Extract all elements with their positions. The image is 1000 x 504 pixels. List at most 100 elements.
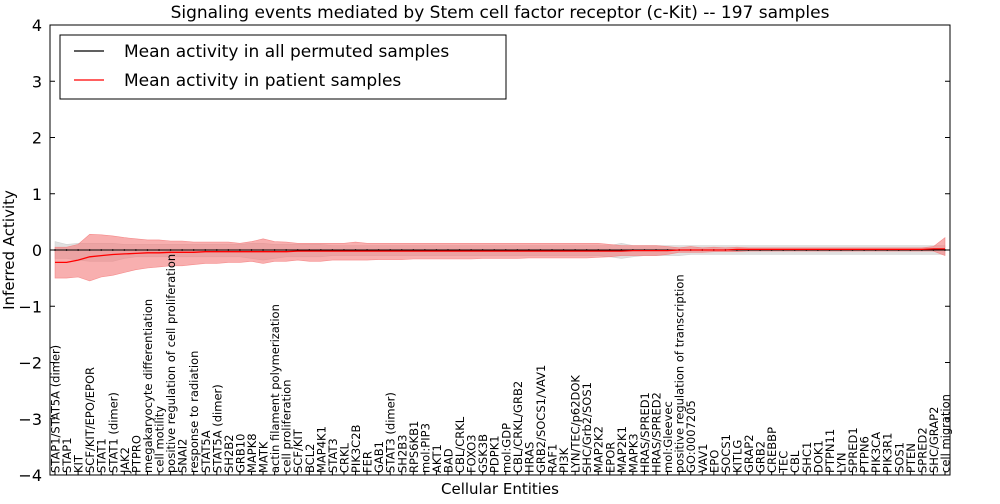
patient-band — [54, 233, 946, 282]
x-tick-label: cell migration — [939, 394, 953, 473]
x-tick-label: MAPK3 — [626, 433, 640, 473]
x-tick-label: mol:GDP — [499, 423, 513, 473]
x-tick-label: PDPK1 — [488, 435, 502, 473]
x-tick-label: STAP1/STAT5A (dimer) — [49, 345, 63, 473]
permuted-point — [215, 249, 218, 251]
x-tick-label: HRAS/SPRED2 — [650, 392, 664, 473]
x-tick-label: KITLG — [730, 440, 744, 473]
y-tick-label: −4 — [18, 466, 42, 485]
y-tick-label: 0 — [32, 241, 42, 260]
x-tick-label: PI3K — [557, 447, 571, 473]
x-tick-label: cell proliferation — [280, 379, 294, 473]
x-tick-label: STAT1 (dimer) — [106, 392, 120, 473]
legend-label-permuted: Mean activity in all permuted samples — [124, 42, 449, 62]
x-tick-label: positive regulation of cell proliferatio… — [164, 254, 178, 473]
x-tick-label: MATK — [257, 441, 271, 473]
permuted-point — [250, 249, 253, 251]
permuted-point — [77, 249, 80, 251]
y-axis-label: Inferred Activity — [0, 190, 18, 310]
x-tick-label: STAT5A — [199, 430, 213, 473]
y-tick-label: −2 — [18, 354, 42, 373]
confidence-bands — [54, 233, 946, 282]
x-axis: STAP1/STAT5A (dimer)STAP1KITSCF/KIT/EPO/… — [49, 254, 953, 475]
x-tick-label: SH2B2 — [222, 435, 236, 473]
x-tick-label: positive regulation of transcription — [673, 274, 687, 473]
x-tick-label: BAD — [442, 448, 456, 473]
chart-title: Signaling events mediated by Stem cell f… — [171, 3, 830, 23]
permuted-point — [111, 249, 114, 251]
legend-box — [59, 34, 507, 100]
legend: Mean activity in all permuted samples Me… — [59, 34, 507, 100]
legend-label-patient: Mean activity in patient samples — [124, 71, 401, 91]
y-tick-label: −1 — [18, 297, 42, 316]
x-tick-label: KIT — [72, 454, 86, 473]
x-tick-label: AKT1 — [430, 444, 444, 473]
x-tick-label: LYN — [835, 452, 849, 473]
x-tick-label: MAP2K2 — [592, 426, 606, 473]
x-tick-label: GSK3B — [476, 434, 490, 473]
x-tick-label: LYN/TEC/p62DOK — [569, 375, 583, 473]
x-tick-label: SOS1 — [892, 442, 906, 473]
x-axis-label: Cellular Entities — [441, 480, 559, 498]
x-tick-label: mol:Gleevec — [661, 401, 675, 473]
x-tick-label: megakaryocyte differentiation — [141, 299, 155, 473]
x-tick-label: MAP2K1 — [615, 426, 629, 473]
permuted-point — [158, 249, 160, 251]
x-tick-label: FOXO3 — [465, 435, 479, 473]
x-tick-label: VAV1 — [696, 444, 710, 473]
x-tick-label: PIK3R1 — [881, 433, 895, 474]
permuted-point — [100, 249, 103, 251]
permuted-point — [65, 249, 68, 251]
x-tick-label: SCF/KIT/EPO/EPOR — [83, 367, 97, 473]
x-tick-label: EPO — [707, 450, 721, 473]
permuted-point — [262, 249, 264, 251]
x-tick-label: SOCS1 — [719, 434, 733, 473]
x-tick-label: GO:0007205 — [684, 400, 698, 473]
x-tick-label: SPRED1 — [846, 427, 860, 473]
permuted-point — [239, 249, 241, 251]
permuted-point — [192, 249, 195, 251]
x-tick-label: STAT3 (dimer) — [384, 392, 398, 473]
x-tick-label: PIK3C2B — [349, 424, 363, 473]
x-tick-label: DOK1 — [811, 440, 825, 473]
x-tick-label: cell motility — [153, 406, 167, 473]
x-tick-label: response to radiation — [187, 351, 201, 473]
x-tick-label: SPRED2 — [915, 427, 929, 473]
y-tick-label: 2 — [32, 129, 42, 148]
x-tick-label: CBL — [788, 450, 802, 473]
x-tick-label: SH2B3 — [395, 435, 409, 473]
x-tick-label: STAT3 — [326, 438, 340, 473]
x-tick-label: BCL2 — [303, 444, 317, 473]
x-tick-label: MAPK8 — [245, 433, 259, 473]
permuted-point — [88, 249, 91, 251]
x-tick-label: GRB10 — [233, 434, 247, 473]
x-tick-label: CBL/CRKL/GRB2 — [511, 381, 525, 473]
x-tick-label: PTPN6 — [858, 436, 872, 473]
x-tick-label: STAT1 — [95, 438, 109, 473]
y-tick-label: 1 — [32, 185, 42, 204]
x-tick-label: GRB2 — [754, 441, 768, 473]
x-tick-label: SHC/GRAP2 — [927, 407, 941, 473]
permuted-point — [169, 249, 172, 251]
x-tick-label: PIK3CA — [869, 432, 883, 473]
patient-mean-line — [55, 248, 945, 264]
x-tick-label: TEC — [777, 451, 791, 474]
permuted-point — [135, 249, 137, 251]
x-tick-label: actin filament polymerization — [268, 304, 282, 473]
x-tick-label: SCF/KIT — [291, 428, 305, 473]
x-tick-label: JAK2 — [118, 447, 132, 474]
x-tick-label: STAP1 — [60, 437, 74, 473]
x-tick-label: STAT5A (dimer) — [210, 384, 224, 473]
x-tick-label: HRAS — [522, 442, 536, 473]
x-tick-label: HRAS/SPRED1 — [638, 392, 652, 473]
x-tick-label: GRAP2 — [742, 434, 756, 473]
x-tick-label: PTPRO — [129, 435, 143, 473]
x-tick-label: SHC/Grb2/SOS1 — [580, 382, 594, 473]
permuted-point — [146, 249, 149, 251]
y-tick-label: 3 — [32, 72, 42, 91]
permuted-point — [227, 249, 230, 251]
x-tick-label: PTEN — [904, 443, 918, 473]
permuted-point — [273, 249, 276, 251]
x-tick-label: GAB1 — [372, 441, 386, 473]
